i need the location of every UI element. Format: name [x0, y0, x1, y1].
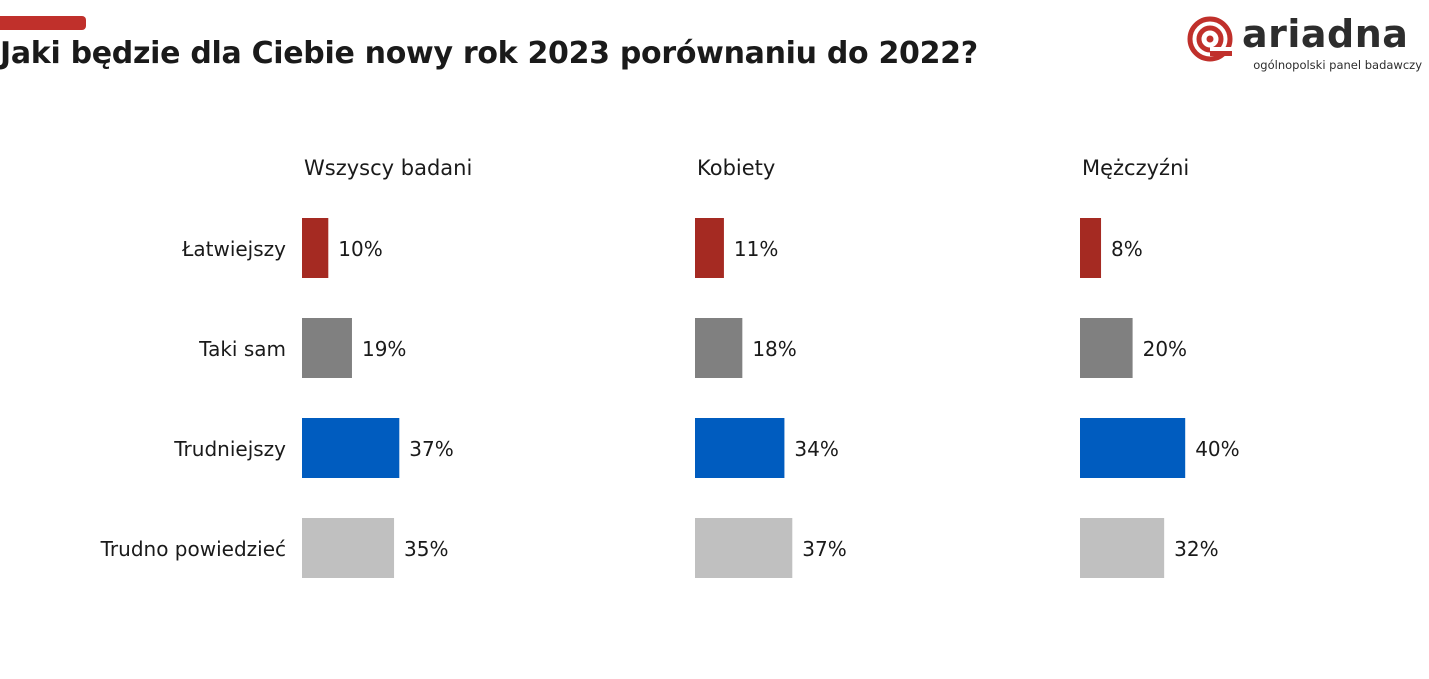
page-title: Jaki będzie dla Ciebie nowy rok 2023 por…: [0, 36, 978, 71]
bar: [1080, 318, 1133, 378]
logo-wordmark: ariadna: [1242, 12, 1409, 56]
bar: [695, 518, 793, 578]
bar: [1080, 218, 1102, 278]
bar: [1080, 418, 1186, 478]
data-label: 20%: [1143, 337, 1187, 361]
data-label: 37%: [802, 537, 846, 561]
category-label: Taki sam: [198, 337, 286, 361]
bar: [302, 318, 352, 378]
ariadna-spiral-logo-icon: [1187, 16, 1234, 62]
bar: [695, 218, 724, 278]
ariadna-logo: ariadna ogólnopolski panel badawczy: [1186, 12, 1422, 76]
category-label: Trudno powiedzieć: [100, 537, 286, 561]
category-label: Łatwiejszy: [181, 237, 286, 261]
data-label: 11%: [734, 237, 778, 261]
panel-title: Kobiety: [697, 156, 775, 180]
logo-tagline: ogólnopolski panel badawczy: [1253, 58, 1422, 72]
bar: [695, 418, 785, 478]
data-label: 18%: [752, 337, 796, 361]
title-accent-bar: [0, 16, 86, 30]
data-label: 10%: [338, 237, 382, 261]
bar: [1080, 518, 1165, 578]
bar: [302, 418, 400, 478]
data-label: 37%: [409, 437, 453, 461]
category-label: Trudniejszy: [173, 437, 286, 461]
data-label: 40%: [1195, 437, 1239, 461]
data-label: 34%: [794, 437, 838, 461]
panel-title: Wszyscy badani: [304, 156, 472, 180]
data-label: 19%: [362, 337, 406, 361]
bar: [695, 318, 743, 378]
panel-title: Mężczyźni: [1082, 156, 1189, 180]
bar: [302, 218, 329, 278]
data-label: 32%: [1174, 537, 1218, 561]
data-label: 8%: [1111, 237, 1143, 261]
bar: [302, 518, 395, 578]
data-label: 35%: [404, 537, 448, 561]
